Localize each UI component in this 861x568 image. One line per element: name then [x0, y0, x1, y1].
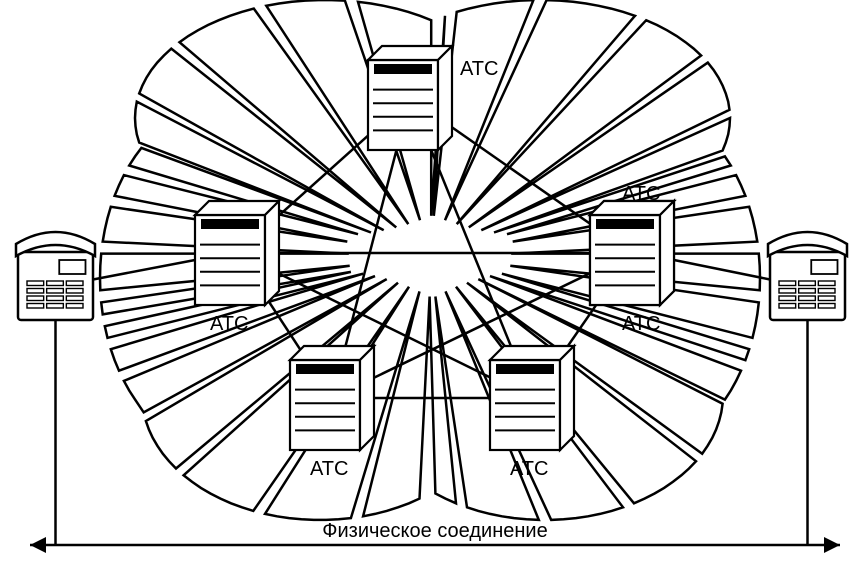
atc-label: АТС	[310, 458, 348, 480]
atc-br	[490, 346, 574, 450]
atc-label: АТС	[210, 313, 248, 335]
caption-text: Физическое соединение	[322, 520, 547, 542]
atc-label: АТС	[622, 183, 660, 205]
atc-top	[368, 46, 452, 150]
phone-left	[16, 232, 95, 320]
atc-bl	[290, 346, 374, 450]
atc-right2	[590, 201, 674, 305]
network-diagram: АТС АТС АТС АТС АТС АТС Физическое соединение	[0, 0, 861, 568]
atc-label: АТС	[622, 313, 660, 335]
phone-right	[768, 232, 847, 320]
atc-label: АТС	[510, 458, 548, 480]
atc-left	[195, 201, 279, 305]
atc-label: АТС	[460, 58, 498, 80]
